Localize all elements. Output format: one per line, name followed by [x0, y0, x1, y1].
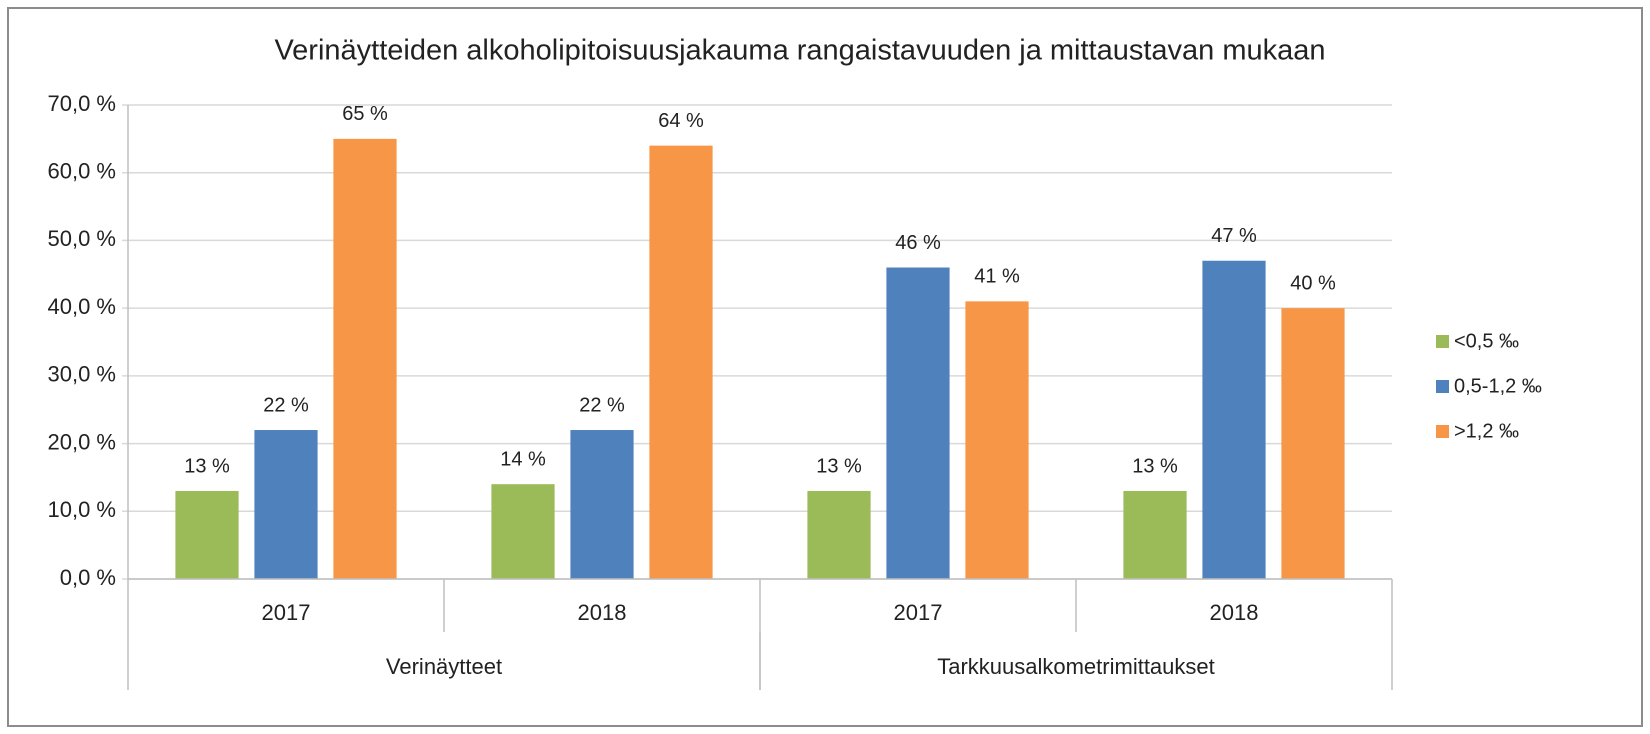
data-label: 40 %	[1290, 272, 1336, 294]
bar	[333, 138, 397, 579]
chart-title: Verinäytteiden alkoholipitoisuusjakauma …	[274, 35, 1325, 67]
data-label: 14 %	[500, 448, 546, 470]
legend-label: >1,2 ‰	[1454, 420, 1519, 442]
bar	[491, 484, 555, 579]
data-label: 65 %	[342, 103, 388, 125]
legend-swatch	[1436, 335, 1449, 348]
y-tick-label: 20,0 %	[48, 429, 117, 454]
data-label: 22 %	[579, 394, 625, 416]
x-tick-label: 2017	[262, 600, 311, 625]
bar	[1281, 308, 1345, 579]
y-tick-label: 30,0 %	[48, 362, 117, 387]
legend-label: <0,5 ‰	[1454, 330, 1519, 352]
data-label: 47 %	[1211, 225, 1257, 247]
bar	[1123, 490, 1187, 579]
bar	[886, 267, 950, 579]
data-label: 22 %	[263, 394, 309, 416]
y-tick-label: 50,0 %	[48, 226, 117, 251]
data-label: 46 %	[895, 232, 941, 254]
data-label: 64 %	[658, 110, 704, 132]
x-tick-label: 2018	[1210, 600, 1259, 625]
y-tick-label: 40,0 %	[48, 294, 117, 319]
data-label: 41 %	[974, 266, 1020, 288]
data-label: 13 %	[184, 455, 230, 477]
bar	[649, 145, 713, 579]
chart-frame	[7, 7, 1643, 727]
legend-swatch	[1436, 380, 1449, 393]
data-label: 13 %	[816, 455, 862, 477]
x-tick-label: 2017	[894, 600, 943, 625]
bar	[1202, 260, 1266, 579]
x-tick-label: 2018	[578, 600, 627, 625]
bar	[807, 490, 871, 579]
y-tick-label: 10,0 %	[48, 497, 117, 522]
group-label: Verinäytteet	[386, 654, 502, 679]
y-tick-label: 0,0 %	[60, 565, 116, 590]
bar	[965, 301, 1029, 579]
legend-label: 0,5-1,2 ‰	[1454, 375, 1542, 397]
bar	[175, 490, 239, 579]
bar	[570, 430, 634, 579]
y-tick-label: 60,0 %	[48, 159, 117, 184]
y-tick-label: 70,0 %	[48, 91, 117, 116]
data-label: 13 %	[1132, 455, 1178, 477]
bar	[254, 430, 318, 579]
group-label: Tarkkuusalkometrimittaukset	[937, 654, 1215, 679]
legend-swatch	[1436, 425, 1449, 438]
